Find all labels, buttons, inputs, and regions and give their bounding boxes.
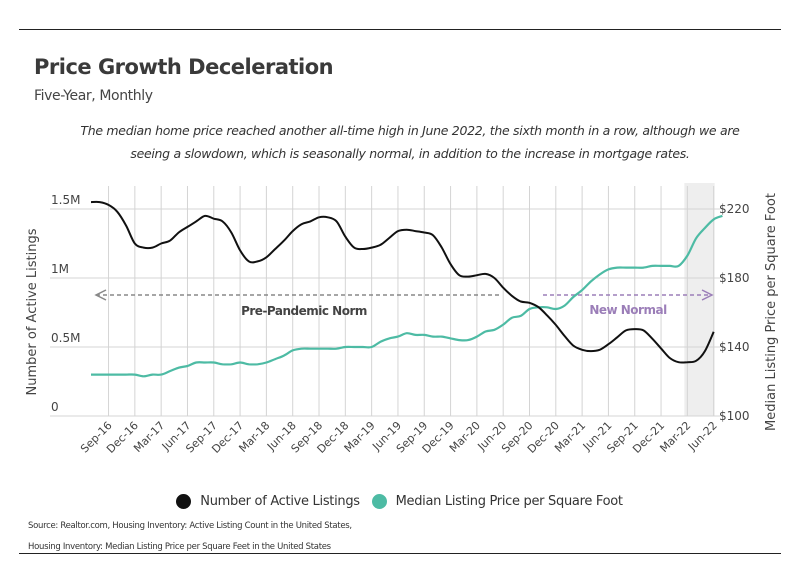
points-price — [91, 216, 723, 377]
y-tick-right: $180 — [719, 271, 750, 285]
bottom-rule — [19, 553, 781, 554]
y-tick-left: 0 — [51, 400, 59, 414]
annotation-layer: Pre-Pandemic Norm New Normal — [94, 289, 714, 318]
legend: Number of Active Listings Median Listing… — [0, 494, 799, 513]
arrow-left-icon — [94, 289, 107, 301]
legend-dot-listings — [176, 494, 192, 509]
chart-subtitle: Five-Year, Monthly — [34, 88, 153, 104]
y-tick-right: $220 — [719, 202, 750, 216]
y-tick-right: $100 — [719, 409, 750, 423]
legend-label-listings: Number of Active Listings — [200, 494, 360, 509]
chart-title: Price Growth Deceleration — [34, 55, 334, 79]
series-line-listings — [90, 200, 715, 364]
shaded-region — [684, 183, 715, 416]
y-tick-left: 0.5M — [51, 331, 80, 345]
series-layer — [90, 200, 723, 378]
legend-item-price[interactable]: Median Listing Price per Square Foot — [371, 494, 623, 509]
source-line-1: Source: Realtor.com, Housing Inventory: … — [28, 521, 352, 531]
legend-item-listings[interactable]: Number of Active Listings — [176, 494, 360, 509]
series-line-price — [91, 214, 723, 378]
x-tick-label: Jun-22 — [685, 419, 720, 454]
top-rule — [19, 29, 781, 30]
legend-dot-price — [371, 494, 387, 509]
arrow-right-icon — [701, 289, 714, 301]
note-line-2: seeing a slowdown, which is seasonally n… — [130, 146, 690, 161]
chart-note: The median home price reached another al… — [60, 119, 760, 165]
y-axis-title-right: Median Listing Price per Square Foot — [764, 193, 779, 431]
note-line-1: The median home price reached another al… — [80, 123, 740, 138]
legend-label-price: Median Listing Price per Square Foot — [395, 494, 623, 509]
y-tick-right: $140 — [719, 340, 750, 354]
source-line-2: Housing Inventory: Median Listing Price … — [28, 542, 331, 552]
new-normal-label: New Normal — [589, 303, 667, 317]
pre-pandemic-label: Pre-Pandemic Norm — [241, 304, 367, 318]
y-tick-left: 1M — [51, 262, 69, 276]
y-axis-title-left: Number of Active Listings — [25, 228, 40, 395]
y-tick-left: 1.5M — [51, 193, 80, 207]
grid-layer — [50, 186, 720, 417]
points-listings — [91, 202, 714, 362]
shade-layer — [684, 183, 715, 416]
